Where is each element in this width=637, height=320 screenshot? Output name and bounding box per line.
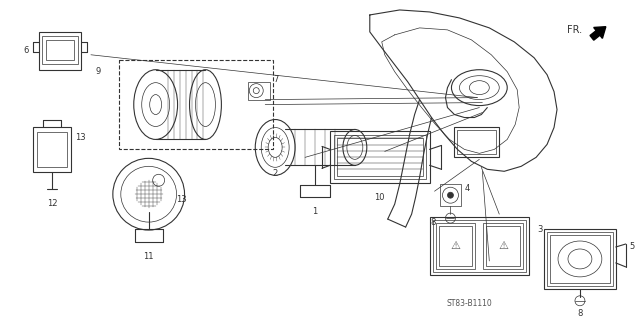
Bar — [33, 127, 71, 172]
FancyArrow shape — [590, 27, 606, 40]
Bar — [334, 135, 426, 179]
Bar — [440, 184, 461, 206]
Bar — [433, 220, 526, 272]
Text: 12: 12 — [47, 199, 57, 208]
Text: 8: 8 — [577, 309, 583, 318]
Text: 11: 11 — [143, 252, 154, 261]
Bar — [550, 235, 610, 283]
Text: 5: 5 — [630, 243, 635, 252]
Ellipse shape — [447, 192, 454, 198]
Text: 4: 4 — [464, 184, 469, 193]
Text: 3: 3 — [537, 225, 543, 234]
Text: ST83-B1110: ST83-B1110 — [447, 299, 492, 308]
Text: 2: 2 — [273, 169, 278, 178]
Bar — [483, 223, 523, 269]
Bar — [547, 232, 613, 286]
Text: 7: 7 — [273, 75, 278, 84]
Bar — [454, 127, 499, 157]
Bar — [46, 40, 74, 60]
Bar — [429, 217, 529, 275]
Text: 8: 8 — [430, 218, 436, 227]
Bar — [42, 36, 78, 64]
Bar — [119, 60, 273, 149]
Text: 1: 1 — [312, 207, 318, 216]
Bar — [544, 229, 616, 289]
Text: 13: 13 — [75, 133, 85, 142]
Bar — [37, 132, 67, 167]
Text: 6: 6 — [24, 46, 29, 55]
Text: ⚠: ⚠ — [498, 241, 508, 251]
Bar — [457, 131, 496, 154]
Text: 10: 10 — [375, 193, 385, 202]
Bar — [337, 139, 422, 176]
Bar — [438, 226, 473, 266]
Bar — [248, 82, 270, 100]
Bar — [330, 132, 429, 183]
Bar — [436, 223, 475, 269]
Bar — [39, 32, 81, 70]
Bar — [486, 226, 520, 266]
Text: FR.: FR. — [567, 25, 582, 35]
Text: ⚠: ⚠ — [450, 241, 461, 251]
Text: 13: 13 — [176, 195, 187, 204]
Text: 9: 9 — [96, 67, 101, 76]
